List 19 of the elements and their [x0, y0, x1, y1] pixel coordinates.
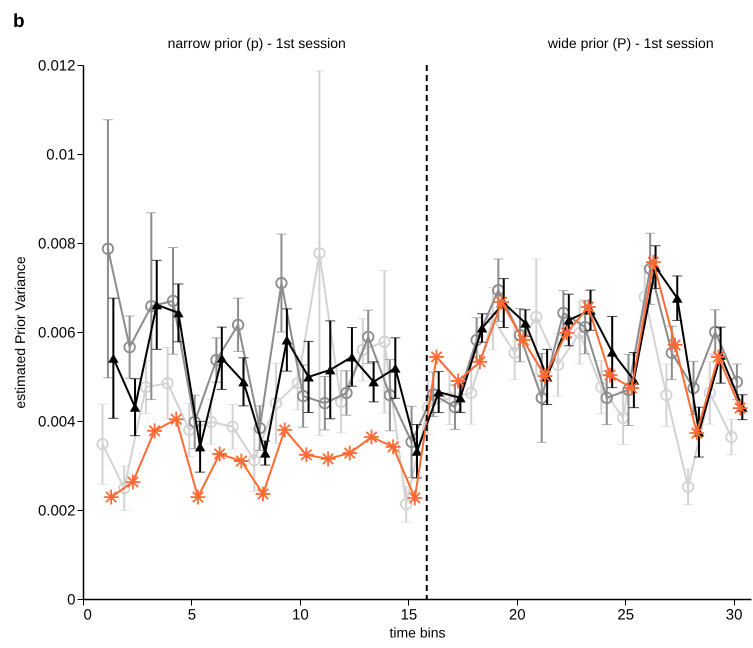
text: narrow prior (p) - 1st session: [168, 35, 346, 51]
text: wide prior (P) - 1st session: [546, 35, 714, 51]
y-tick-label: 0: [67, 592, 76, 608]
x-axis-title: time bins: [389, 624, 446, 640]
y-tick-label: 0.01: [46, 146, 76, 164]
x-tick-label: 15: [400, 606, 418, 624]
x-tick-label: 30: [726, 606, 742, 624]
y-tick-label: 0.012: [38, 58, 76, 74]
x-tick-label: 10: [292, 606, 309, 624]
y-axis-title: estimated Prior Variance: [12, 256, 28, 409]
y-tick-label: 0.008: [38, 236, 76, 252]
y-tick-label: 0.004: [38, 414, 76, 430]
y-tick-label: 0.006: [38, 324, 76, 342]
chart-title: b: [13, 11, 25, 32]
x-tick-label: 0: [84, 606, 92, 624]
y-tick-label: 0.002: [38, 502, 76, 520]
x-tick-label: 5: [188, 606, 196, 624]
x-tick-label: 20: [508, 606, 526, 624]
x-tick-label: 25: [617, 606, 634, 624]
